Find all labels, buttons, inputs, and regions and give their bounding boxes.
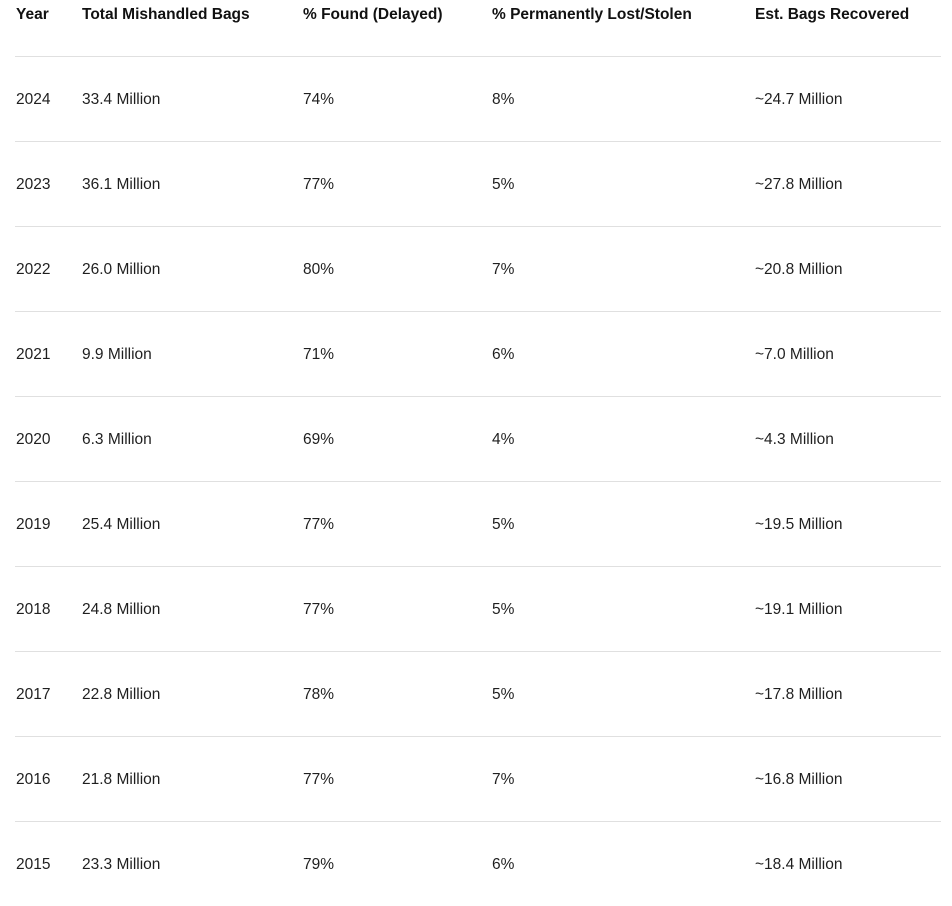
cell-total-mishandled: 22.8 Million (82, 685, 161, 703)
cell-bags-recovered: ~27.8 Million (755, 175, 843, 193)
table-row-2024: 2024 33.4 Million 74% 8% ~24.7 Million (0, 57, 952, 141)
cell-percent-found: 80% (303, 260, 335, 278)
cell-percent-found: 77% (303, 515, 335, 533)
row-divider (15, 651, 941, 652)
cell-percent-lost: 8% (492, 90, 515, 108)
cell-percent-lost: 6% (492, 855, 515, 873)
cell-bags-recovered: ~20.8 Million (755, 260, 843, 278)
cell-year: 2022 (16, 260, 51, 278)
row-divider (15, 736, 941, 737)
cell-bags-recovered: ~17.8 Million (755, 685, 843, 703)
cell-percent-lost: 5% (492, 515, 515, 533)
cell-percent-lost: 7% (492, 770, 515, 788)
cell-total-mishandled: 24.8 Million (82, 600, 161, 618)
row-divider (15, 821, 941, 822)
row-divider (15, 396, 941, 397)
cell-percent-lost: 6% (492, 345, 515, 363)
cell-percent-lost: 7% (492, 260, 515, 278)
table-row-2020: 2020 6.3 Million 69% 4% ~4.3 Million (0, 397, 952, 481)
cell-percent-lost: 5% (492, 175, 515, 193)
table-row-2016: 2016 21.8 Million 77% 7% ~16.8 Million (0, 737, 952, 821)
cell-percent-found: 77% (303, 770, 335, 788)
cell-bags-recovered: ~16.8 Million (755, 770, 843, 788)
cell-bags-recovered: ~4.3 Million (755, 430, 834, 448)
cell-year: 2016 (16, 770, 51, 788)
column-header-percent-permanently-lost-stolen: % Permanently Lost/Stolen (492, 6, 692, 23)
cell-total-mishandled: 23.3 Million (82, 855, 161, 873)
cell-year: 2020 (16, 430, 51, 448)
cell-percent-found: 69% (303, 430, 335, 448)
column-header-year: Year (16, 6, 49, 23)
row-divider (15, 566, 941, 567)
cell-percent-lost: 5% (492, 600, 515, 618)
table-row-2018: 2018 24.8 Million 77% 5% ~19.1 Million (0, 567, 952, 651)
cell-total-mishandled: 33.4 Million (82, 90, 161, 108)
cell-percent-lost: 5% (492, 685, 515, 703)
cell-percent-lost: 4% (492, 430, 515, 448)
cell-percent-found: 77% (303, 175, 335, 193)
table-row-2022: 2022 26.0 Million 80% 7% ~20.8 Million (0, 227, 952, 311)
cell-bags-recovered: ~24.7 Million (755, 90, 843, 108)
cell-total-mishandled: 36.1 Million (82, 175, 161, 193)
cell-total-mishandled: 9.9 Million (82, 345, 152, 363)
row-divider (15, 141, 941, 142)
cell-bags-recovered: ~19.5 Million (755, 515, 843, 533)
cell-total-mishandled: 21.8 Million (82, 770, 161, 788)
column-header-total-mishandled-bags: Total Mishandled Bags (82, 6, 250, 23)
cell-year: 2024 (16, 90, 51, 108)
cell-total-mishandled: 6.3 Million (82, 430, 152, 448)
row-divider (15, 481, 941, 482)
table-header-row: Year Total Mishandled Bags % Found (Dela… (0, 0, 952, 56)
cell-year: 2023 (16, 175, 51, 193)
row-divider (15, 226, 941, 227)
cell-year: 2018 (16, 600, 51, 618)
cell-percent-found: 74% (303, 90, 335, 108)
cell-total-mishandled: 26.0 Million (82, 260, 161, 278)
cell-bags-recovered: ~19.1 Million (755, 600, 843, 618)
cell-percent-found: 77% (303, 600, 335, 618)
table-row-2021: 2021 9.9 Million 71% 6% ~7.0 Million (0, 312, 952, 396)
row-divider (15, 311, 941, 312)
cell-year: 2017 (16, 685, 51, 703)
table-row-2019: 2019 25.4 Million 77% 5% ~19.5 Million (0, 482, 952, 566)
cell-total-mishandled: 25.4 Million (82, 515, 161, 533)
cell-percent-found: 71% (303, 345, 335, 363)
column-header-percent-found-delayed: % Found (Delayed) (303, 6, 443, 23)
cell-year: 2021 (16, 345, 51, 363)
cell-year: 2015 (16, 855, 51, 873)
table-row-2017: 2017 22.8 Million 78% 5% ~17.8 Million (0, 652, 952, 736)
header-divider (15, 56, 941, 57)
table-row-2015: 2015 23.3 Million 79% 6% ~18.4 Million (0, 822, 952, 906)
cell-bags-recovered: ~7.0 Million (755, 345, 834, 363)
cell-percent-found: 79% (303, 855, 335, 873)
column-header-est-bags-recovered: Est. Bags Recovered (755, 6, 910, 23)
table-row-2023: 2023 36.1 Million 77% 5% ~27.8 Million (0, 142, 952, 226)
cell-bags-recovered: ~18.4 Million (755, 855, 843, 873)
cell-year: 2019 (16, 515, 51, 533)
cell-percent-found: 78% (303, 685, 335, 703)
